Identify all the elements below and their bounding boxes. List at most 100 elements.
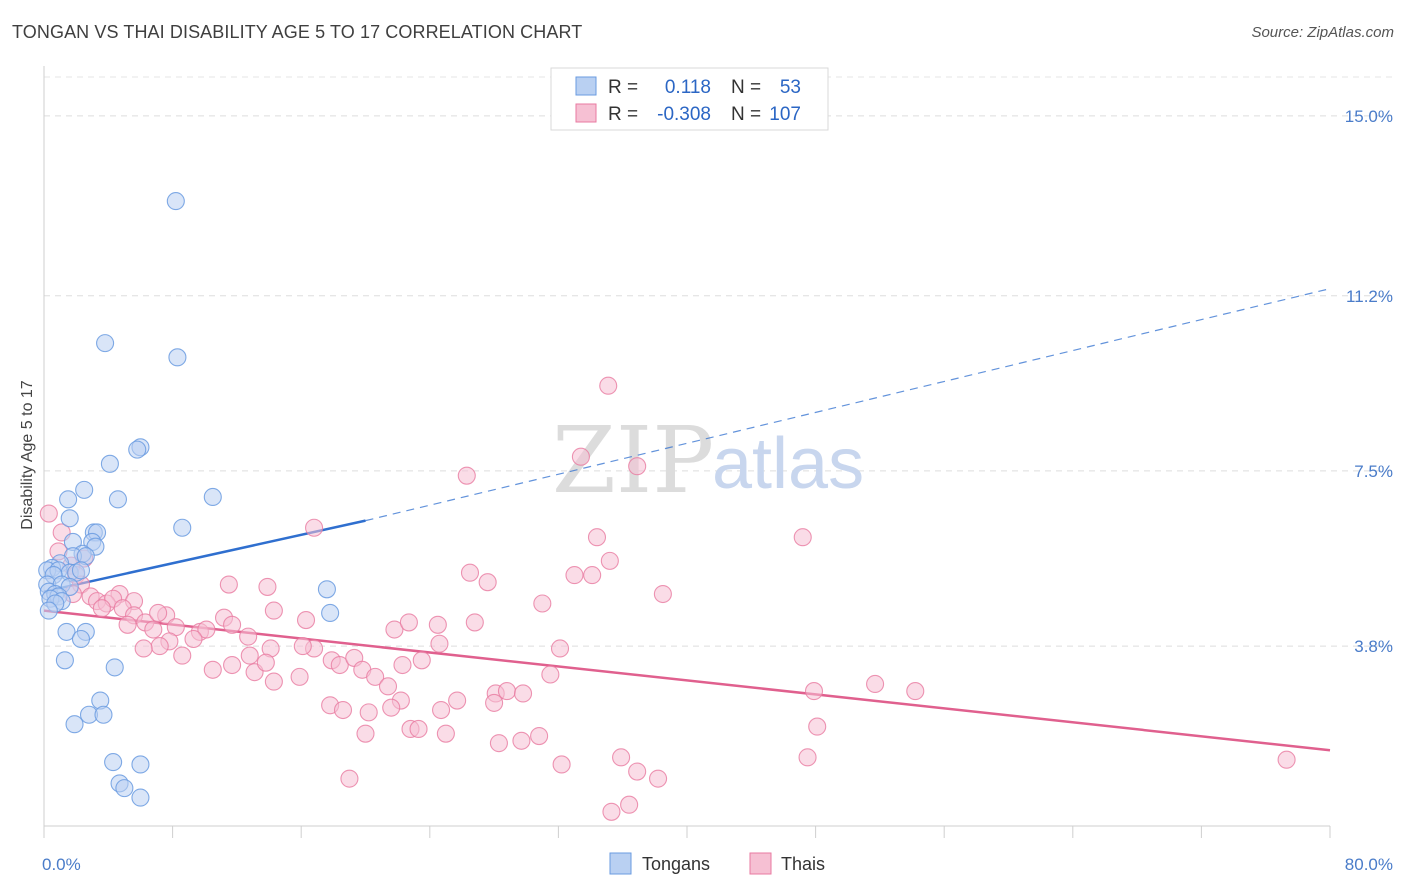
point-thais <box>653 584 672 604</box>
chart-title: TONGAN VS THAI DISABILITY AGE 5 TO 17 CO… <box>12 22 583 42</box>
point-thais <box>530 727 549 746</box>
point-thais <box>293 637 312 656</box>
point-thais <box>533 594 552 613</box>
point-thais <box>485 693 504 712</box>
point-tongans <box>39 601 58 620</box>
point-thais <box>144 620 163 639</box>
point-tongans <box>166 192 185 211</box>
point-thais <box>612 748 631 767</box>
point-tongans <box>59 490 78 509</box>
point-tongans <box>131 788 150 807</box>
legend-box <box>550 67 829 131</box>
point-tongans <box>94 705 113 724</box>
point-thais <box>399 613 418 632</box>
stats-legend: R = 0.118 N = 53 R = -0.308 N = 107 <box>550 67 829 131</box>
point-thais <box>258 577 277 596</box>
legend-r-value-thais: -0.308 <box>657 104 711 125</box>
point-thais <box>219 575 238 594</box>
point-thais <box>478 573 497 592</box>
point-tongans <box>203 487 222 507</box>
point-thais <box>378 677 398 696</box>
series-legend: Tongans Thais <box>609 852 825 875</box>
point-thais <box>290 667 309 686</box>
grid <box>44 76 1395 647</box>
point-thais <box>808 717 827 736</box>
point-tongans <box>71 561 91 580</box>
point-tongans <box>100 454 119 473</box>
trend-line-tongans-extension <box>365 288 1331 522</box>
point-thais <box>793 528 812 547</box>
legend-r-label-thais: R = <box>608 104 638 125</box>
point-tongans <box>96 334 115 353</box>
point-thais <box>804 682 824 701</box>
point-thais <box>465 613 484 632</box>
point-thais <box>628 457 647 476</box>
point-thais <box>264 601 283 620</box>
point-thais <box>513 684 533 703</box>
point-thais <box>150 637 169 656</box>
point-thais <box>173 646 192 665</box>
series-swatch-tongans <box>609 852 632 875</box>
points-tongans <box>38 192 340 807</box>
trend-line-thais <box>43 609 1331 752</box>
point-thais <box>497 682 517 701</box>
series-label-thais: Thais <box>781 854 825 874</box>
x-tick-label-min: 0.0% <box>42 855 81 874</box>
point-thais <box>264 672 283 691</box>
source-label: Source: ZipAtlas.com <box>1251 24 1394 41</box>
point-thais <box>203 660 222 679</box>
point-thais <box>382 698 401 717</box>
y-tick-label: 7.5% <box>1354 462 1393 481</box>
point-thais <box>412 651 431 670</box>
point-thais <box>340 769 359 788</box>
point-thais <box>866 674 885 694</box>
point-tongans <box>57 622 76 641</box>
points-thais <box>39 376 1296 821</box>
point-thais <box>583 566 602 585</box>
x-tick-label-max: 80.0% <box>1345 855 1393 874</box>
watermark-atlas: atlas <box>712 424 864 504</box>
point-tongans <box>105 658 124 677</box>
point-thais <box>240 646 259 665</box>
point-tongans <box>75 480 94 499</box>
legend-n-value-thais: 107 <box>769 104 801 125</box>
point-thais <box>393 655 412 675</box>
point-thais <box>333 700 353 720</box>
point-thais <box>39 504 58 523</box>
point-tongans <box>115 779 134 798</box>
point-thais <box>134 639 153 658</box>
point-thais <box>223 615 242 634</box>
point-thais <box>600 551 619 570</box>
point-thais <box>906 682 925 701</box>
point-thais <box>448 691 467 710</box>
point-thais <box>409 719 428 738</box>
point-thais <box>541 665 560 684</box>
point-thais <box>296 611 316 630</box>
point-thais <box>457 466 476 485</box>
y-tick-labels: 3.8% 7.5% 11.2% 15.0% <box>1345 107 1393 656</box>
point-thais <box>356 724 375 743</box>
point-thais <box>385 620 404 639</box>
point-tongans <box>60 509 79 528</box>
point-thais <box>118 615 137 634</box>
point-thais <box>223 655 242 675</box>
series-label-tongans: Tongans <box>642 854 710 874</box>
point-thais <box>489 734 508 753</box>
point-thais <box>620 795 639 814</box>
x-tick-labels: 0.0% 80.0% <box>42 855 1393 874</box>
legend-r-value-tongans: 0.118 <box>665 77 711 98</box>
point-thais <box>428 615 447 634</box>
point-thais <box>436 724 455 743</box>
point-thais <box>430 634 449 653</box>
y-tick-label: 3.8% <box>1354 637 1393 656</box>
y-tick-label: 11.2% <box>1346 287 1393 306</box>
point-thais <box>587 528 607 547</box>
series-swatch-thais <box>749 852 772 875</box>
point-thais <box>460 563 480 582</box>
point-thais <box>1277 750 1296 769</box>
point-thais <box>552 755 571 774</box>
point-thais <box>550 639 570 658</box>
point-thais <box>571 447 590 466</box>
point-tongans <box>55 651 74 670</box>
